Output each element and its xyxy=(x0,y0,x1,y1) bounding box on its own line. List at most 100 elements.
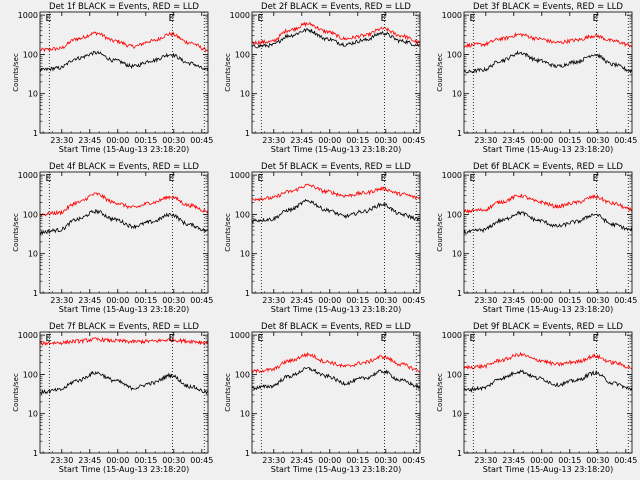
x-tick-label: 00:30 xyxy=(586,456,609,465)
y-axis-title: Counts/sec xyxy=(224,53,232,92)
y-tick-label: 100 xyxy=(447,50,462,59)
series-events-line xyxy=(463,369,633,393)
plot-frame xyxy=(251,171,421,294)
x-tick-label: 23:45 xyxy=(502,296,525,305)
y-tick-label: 1 xyxy=(33,129,38,138)
x-axis-title: Start Time (15-Aug-13 23:18:20) xyxy=(59,305,190,314)
y-tick-label: 1000 xyxy=(18,171,38,180)
plot-frame xyxy=(463,171,633,294)
y-tick-label: 100 xyxy=(23,370,38,379)
x-tick-label: 23:45 xyxy=(78,296,101,305)
y-axis-title: Counts/sec xyxy=(224,213,232,252)
x-tick-label: 00:45 xyxy=(614,456,637,465)
y-tick-label: 1 xyxy=(33,449,38,458)
x-tick-label: 00:45 xyxy=(402,456,425,465)
series-lld-line xyxy=(252,183,421,202)
x-tick-label: 23:30 xyxy=(474,296,497,305)
x-tick-label: 23:30 xyxy=(474,456,497,465)
x-tick-label: 23:30 xyxy=(262,456,285,465)
y-tick-label: 100 xyxy=(235,50,250,59)
plot-frame xyxy=(463,11,633,134)
panel-title: Det 2f BLACK = Events, RED = LLD xyxy=(261,2,411,12)
marker-label-e: E xyxy=(45,13,51,24)
x-tick-label: 00:45 xyxy=(190,456,213,465)
x-axis-title: Start Time (15-Aug-13 23:18:20) xyxy=(59,465,190,474)
y-tick-label: 1 xyxy=(245,129,250,138)
x-tick-label: 00:00 xyxy=(530,136,553,145)
y-tick-label: 1 xyxy=(245,289,250,298)
marker-label-e: E xyxy=(169,13,175,24)
panel-title: Det 8f BLACK = Events, RED = LLD xyxy=(261,322,411,332)
series-lld-line xyxy=(251,351,421,374)
marker-label-e: E xyxy=(257,13,263,24)
series-events-line xyxy=(463,50,633,74)
x-tick-label: 00:15 xyxy=(558,296,581,305)
x-tick-label: 00:45 xyxy=(402,136,425,145)
x-tick-label: 00:00 xyxy=(318,296,341,305)
y-tick-label: 100 xyxy=(447,210,462,219)
y-axis-title: Counts/sec xyxy=(12,53,20,92)
plot-frame xyxy=(39,171,209,294)
x-tick-label: 23:30 xyxy=(50,456,73,465)
x-axis-title: Start Time (15-Aug-13 23:18:20) xyxy=(483,465,614,474)
y-tick-label: 100 xyxy=(235,210,250,219)
x-axis-title: Start Time (15-Aug-13 23:18:20) xyxy=(271,465,402,474)
marker-label-e: E xyxy=(45,333,51,344)
series-lld-line xyxy=(463,193,633,214)
marker-label-e: E xyxy=(169,173,175,184)
series-events-line xyxy=(39,50,209,73)
series-lld-line xyxy=(40,336,209,347)
panel-title: Det 1f BLACK = Events, RED = LLD xyxy=(49,2,199,12)
panel-title: Det 3f BLACK = Events, RED = LLD xyxy=(473,2,623,12)
x-tick-label: 00:30 xyxy=(162,456,185,465)
x-tick-label: 00:00 xyxy=(530,456,553,465)
y-tick-label: 1000 xyxy=(230,331,250,340)
marker-label-e: E xyxy=(381,333,387,344)
x-axis-title: Start Time (15-Aug-13 23:18:20) xyxy=(271,305,402,314)
marker-label-e: E xyxy=(45,173,51,184)
y-axis-title: Counts/sec xyxy=(12,373,20,412)
x-tick-label: 00:30 xyxy=(586,296,609,305)
x-tick-label: 00:00 xyxy=(530,296,553,305)
x-tick-label: 00:45 xyxy=(402,296,425,305)
y-tick-label: 100 xyxy=(23,210,38,219)
y-tick-label: 10 xyxy=(452,90,462,99)
marker-label-e: E xyxy=(469,173,475,184)
y-tick-label: 10 xyxy=(28,250,38,259)
y-tick-label: 10 xyxy=(452,250,462,259)
series-events-line xyxy=(39,208,209,236)
marker-label-e: E xyxy=(469,333,475,344)
x-tick-label: 00:15 xyxy=(558,456,581,465)
x-tick-label: 00:15 xyxy=(134,296,157,305)
x-tick-label: 00:30 xyxy=(374,456,397,465)
x-tick-label: 23:30 xyxy=(50,136,73,145)
y-tick-label: 1 xyxy=(457,129,462,138)
y-axis-title: Counts/sec xyxy=(12,213,20,252)
plot-frame xyxy=(251,11,421,134)
y-tick-label: 1000 xyxy=(442,331,462,340)
series-events-line xyxy=(251,367,421,391)
x-tick-label: 23:45 xyxy=(290,456,313,465)
series-lld-line xyxy=(463,31,633,49)
y-tick-label: 100 xyxy=(447,370,462,379)
y-tick-label: 1 xyxy=(245,449,250,458)
x-tick-label: 00:45 xyxy=(190,136,213,145)
x-tick-label: 00:00 xyxy=(106,296,129,305)
x-axis-title: Start Time (15-Aug-13 23:18:20) xyxy=(59,145,190,154)
marker-label-e: E xyxy=(381,13,387,24)
marker-label-e: E xyxy=(257,173,263,184)
series-lld-line xyxy=(251,21,421,46)
x-tick-label: 23:30 xyxy=(262,296,285,305)
x-tick-label: 00:45 xyxy=(614,136,637,145)
y-tick-label: 10 xyxy=(28,410,38,419)
marker-label-e: E xyxy=(169,333,175,344)
x-axis-title: Start Time (15-Aug-13 23:18:20) xyxy=(271,145,402,154)
